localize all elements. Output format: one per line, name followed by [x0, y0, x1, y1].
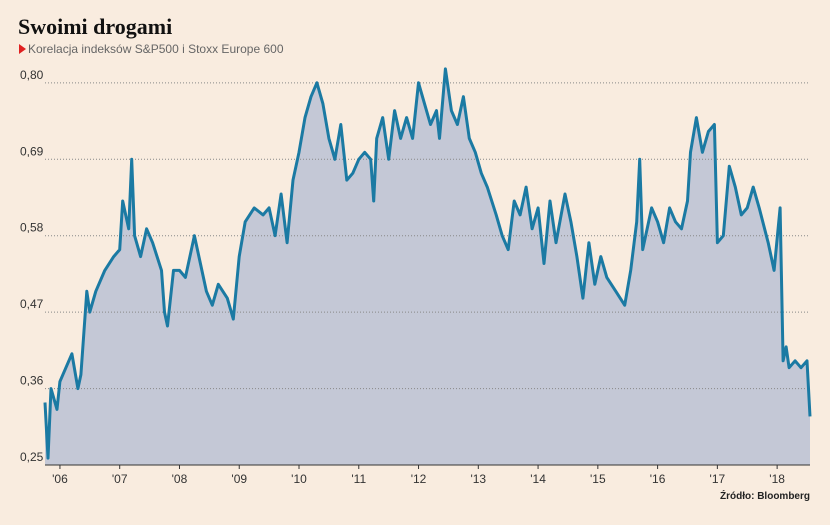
- x-tick-label: '10: [291, 472, 307, 486]
- y-tick-label: 0,58: [20, 221, 44, 235]
- y-tick-label: 0,47: [20, 297, 44, 311]
- x-tick-label: '17: [710, 472, 726, 486]
- x-tick-label: '08: [172, 472, 188, 486]
- x-tick-label: '07: [112, 472, 128, 486]
- x-tick-label: '15: [590, 472, 606, 486]
- x-tick-label: '13: [470, 472, 486, 486]
- x-tick-label: '18: [769, 472, 785, 486]
- x-tick-label: '06: [52, 472, 68, 486]
- y-tick-label: 0,69: [20, 144, 44, 158]
- line: [43, 67, 812, 460]
- chart-title: Swoimi drogami: [18, 14, 172, 39]
- y-tick-label: 0,25: [20, 450, 44, 464]
- x-tick-label: '12: [411, 472, 427, 486]
- x-tick-label: '11: [351, 472, 366, 486]
- subtitle-marker: [19, 44, 26, 54]
- x-tick-label: '14: [530, 472, 546, 486]
- y-tick-label: 0,80: [20, 68, 44, 82]
- source: Źródło: Bloomberg: [720, 489, 810, 502]
- chart-subtitle: Korelacja indeksów S&P500 i Stoxx Europe…: [28, 42, 284, 56]
- x-tick-label: '16: [650, 472, 666, 486]
- x-tick-label: '09: [231, 472, 247, 486]
- area: [45, 68, 810, 466]
- y-tick-label: 0,36: [20, 374, 44, 388]
